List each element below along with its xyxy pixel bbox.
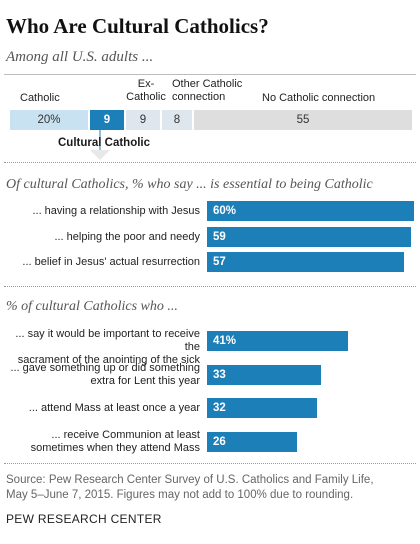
segment-label-other-line1: Other Catholic [172,78,243,90]
practice-label: ... receive Communion at least sometimes … [5,429,200,455]
practice-label: ... attend Mass at least once a year [5,402,200,415]
section-divider-1 [4,162,416,163]
essential-label-line: ... belief in Jesus' actual resurrection [22,255,200,268]
chart-title: Who Are Cultural Catholics? [6,14,269,38]
practice-bar: 26 [207,432,297,452]
segment-value-no-connection: 55 [296,114,310,126]
segment-label-other-line2: connection [172,91,226,103]
practice-label-line: ... say it would be important to receive… [15,328,200,353]
source-line-1: Source: Pew Research Center Survey of U.… [6,474,374,486]
source-line-2: May 5–June 7, 2015. Figures may not add … [6,489,354,501]
segment-label-other-connection: Other Catholic connection [172,78,242,104]
essential-label-line: ... having a relationship with Jesus [32,204,200,217]
callout-triangle [90,150,110,160]
essential-bar: 57 [207,252,404,272]
chart-subtitle: Among all U.S. adults ... [6,49,154,65]
practices-chart-title: % of cultural Catholics who ... [6,299,178,314]
cultural-catholic-callout: Cultural Catholic [58,137,151,149]
segment-value-ex-catholic: 9 [139,114,147,126]
essential-label-line: ... helping the poor and needy [54,230,200,243]
essential-bar: 60% [207,201,414,221]
practice-label-line: extra for Lent this year [90,375,200,387]
section-divider-2 [4,286,416,287]
segment-value-other-connection: 8 [173,114,181,126]
practice-label: ... gave something up or did something ex… [5,362,200,388]
essential-value-label: 59 [213,231,226,243]
organization-credit: PEW RESEARCH CENTER [6,512,162,526]
segment-value-catholic: 20% [37,114,61,126]
essential-label: ... belief in Jesus' actual resurrection [5,256,200,269]
segment-other-connection: 8 [162,110,192,130]
segment-catholic: 20% [10,110,88,130]
essential-chart-title: Of cultural Catholics, % who say ... is … [6,177,373,192]
practice-value-label: 32 [213,402,226,414]
practice-value-label: 33 [213,369,226,381]
essential-label: ... helping the poor and needy [5,231,200,244]
source-note: Source: Pew Research Center Survey of U.… [6,473,416,503]
segment-label-ex-catholic-line2: Catholic [126,91,166,103]
practice-label-line: sacrament of the anointing of the sick [17,354,200,366]
practice-label: ... say it would be important to receive… [5,328,200,367]
practice-label-line: sometimes when they attend Mass [30,442,200,454]
practice-bar: 33 [207,365,321,385]
practice-value-label: 41% [213,335,237,347]
practice-bar: 32 [207,398,318,418]
segment-label-no-connection: No Catholic connection [262,92,376,104]
segment-ex-catholic: 9 [126,110,160,130]
practice-label-line: ... gave something up or did something [10,362,200,374]
subtitle-divider [4,74,416,75]
practice-label-line: ... receive Communion at least [51,429,200,441]
practice-bar: 41% [207,331,349,351]
segment-label-ex-catholic: Ex- Catholic [121,78,171,104]
essential-value-label: 57 [213,256,226,268]
segment-label-ex-catholic-line1: Ex- [137,78,155,90]
practice-label-line: ... attend Mass at least once a year [28,401,200,414]
segment-no-connection: 55 [194,110,412,130]
section-divider-3 [4,463,416,464]
essential-value-label: 60% [213,205,237,217]
segment-cultural-catholic: 9 [90,110,124,130]
segment-value-cultural-catholic: 9 [103,114,111,126]
segment-label-catholic: Catholic [20,92,60,104]
essential-label: ... having a relationship with Jesus [5,205,200,218]
essential-bar: 59 [207,227,411,247]
practice-value-label: 26 [213,436,226,448]
